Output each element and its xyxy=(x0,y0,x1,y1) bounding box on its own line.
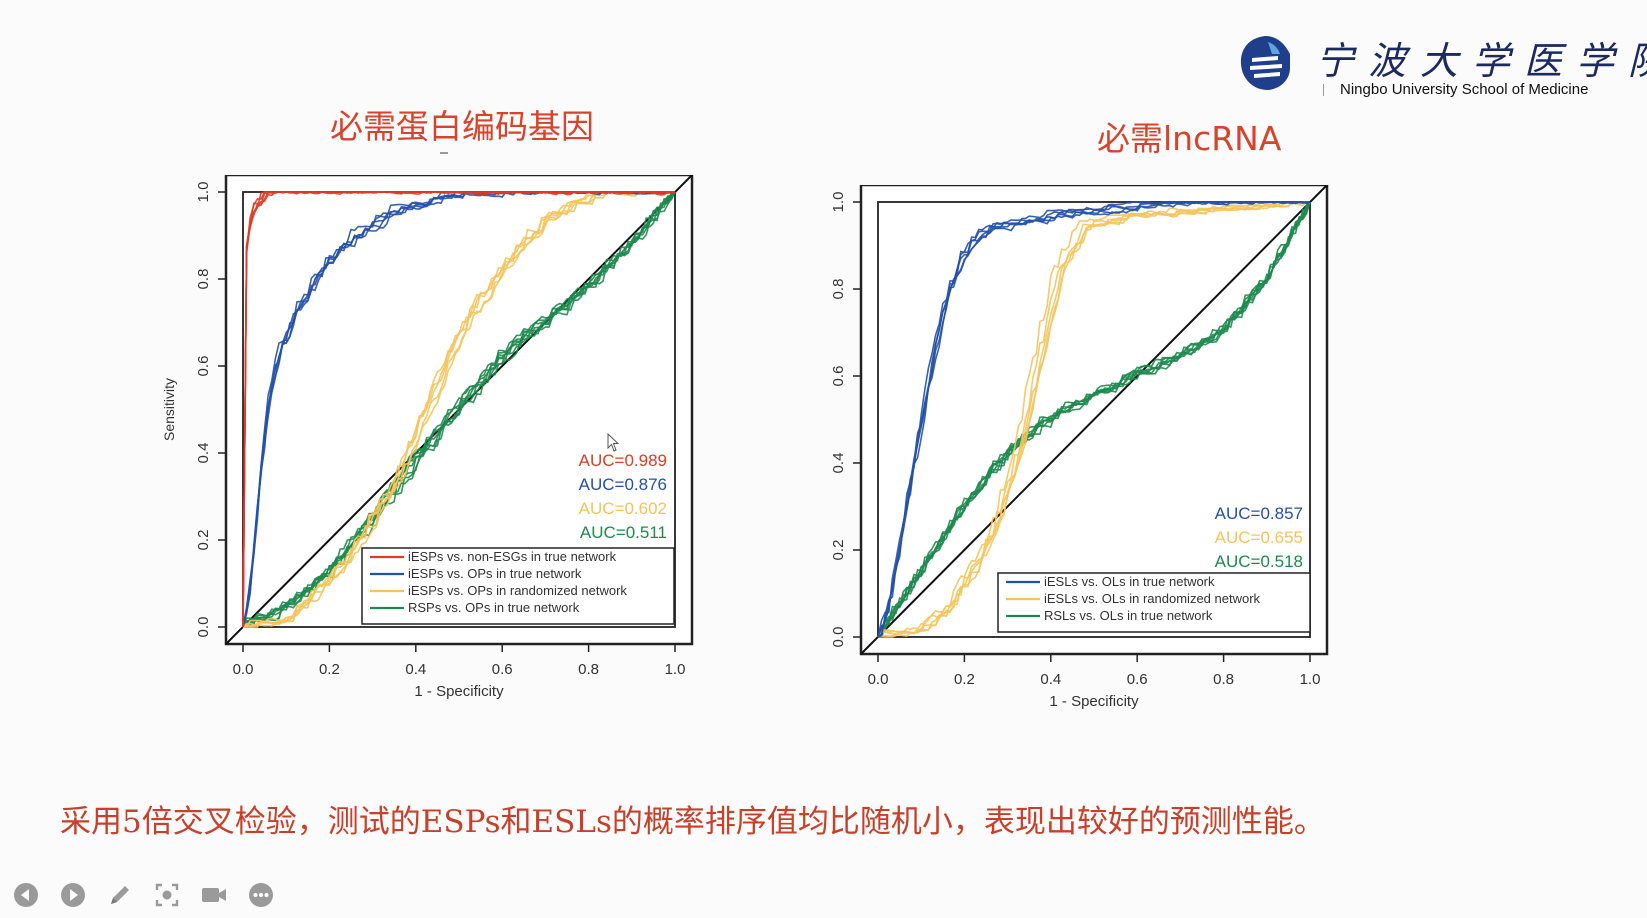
auc-label: AUC=0.857 xyxy=(1215,504,1303,523)
roc-curve xyxy=(877,201,1311,638)
x-tick-label: 0.8 xyxy=(578,661,599,678)
y-tick-label: 0.8 xyxy=(195,269,212,290)
logo-chinese-name: 宁波大学医学院 xyxy=(1316,39,1647,83)
x-tick-label: 0.2 xyxy=(954,671,975,688)
auc-label: AUC=0.602 xyxy=(579,499,667,518)
x-tick-label: 0.6 xyxy=(492,661,513,678)
camera-icon[interactable] xyxy=(198,879,230,911)
roc-chart-lncrna: 0.0 0.2 0.4 0.6 0.8 1.0 0.0 0.2 0.4 0.6 0.8 1.0 1 - … xyxy=(830,185,1329,710)
auc-label: AUC=0.655 xyxy=(1215,528,1303,547)
x-axis-label: 1 - Specificity xyxy=(1049,693,1139,710)
legend: iESLs vs. OLs in true network iESLs vs. O… xyxy=(997,572,1311,633)
legend-box xyxy=(997,572,1311,633)
x-tick-label: 0.4 xyxy=(405,661,426,678)
legend-entry: iESPs vs. OPs in true network xyxy=(408,566,582,581)
pen-icon[interactable] xyxy=(104,879,136,911)
roc-curve xyxy=(242,191,675,628)
plot-area xyxy=(877,201,1311,638)
x-tick-label: 0.0 xyxy=(868,671,889,688)
y-tick-label: 0.2 xyxy=(830,540,847,561)
legend-entry: iESLs vs. OLs in randomized network xyxy=(1044,591,1261,606)
y-tick-label: 0.8 xyxy=(830,279,847,300)
legend: iESPs vs. non-ESGs in true network iESPs … xyxy=(361,547,675,625)
x-tick-label: 0.2 xyxy=(319,661,340,678)
auc-label: AUC=0.989 xyxy=(579,451,667,470)
y-tick-label: 0.0 xyxy=(830,627,847,648)
legend-entry: iESPs vs. non-ESGs in true network xyxy=(408,549,617,564)
x-axis-label: 1 - Specificity xyxy=(414,683,504,700)
y-tick-label: 0.0 xyxy=(195,617,212,638)
y-tick-label: 0.6 xyxy=(830,366,847,387)
title-dash xyxy=(440,152,448,154)
roc-curve xyxy=(877,201,1310,638)
logo-divider xyxy=(1323,84,1324,96)
y-axis-label: Sensitivity xyxy=(161,378,177,441)
more-icon[interactable] xyxy=(245,879,277,911)
x-tick-label: 1.0 xyxy=(665,661,686,678)
y-tick-label: 0.4 xyxy=(830,453,847,474)
y-tick-label: 1.0 xyxy=(195,182,212,203)
chart-title-left: 必需蛋白编码基因 xyxy=(330,107,594,146)
legend-entry: iESPs vs. OPs in randomized network xyxy=(408,583,627,598)
screenshot-icon[interactable] xyxy=(151,879,183,911)
presentation-toolbar xyxy=(10,879,277,911)
legend-entry: RSPs vs. OPs in true network xyxy=(408,600,580,615)
prev-icon[interactable] xyxy=(10,879,42,911)
x-tick-label: 0.6 xyxy=(1127,671,1148,688)
auc-label: AUC=0.518 xyxy=(1215,552,1303,571)
y-tick-label: 1.0 xyxy=(830,192,847,213)
ningbo-university-emblem-icon xyxy=(1238,34,1292,92)
roc-curve xyxy=(243,191,675,628)
legend-entry: iESLs vs. OLs in true network xyxy=(1044,574,1215,589)
roc-curve xyxy=(243,191,675,628)
chance-diagonal xyxy=(860,185,1328,655)
logo-english-name: Ningbo University School of Medicine xyxy=(1340,81,1589,98)
slide-caption: 采用5倍交叉检验，测试的ESPs和ESLs的概率排序值均比随机小，表现出较好的预… xyxy=(60,804,1325,840)
roc-curve xyxy=(877,201,1310,638)
x-tick-label: 0.4 xyxy=(1040,671,1061,688)
y-tick-label: 0.2 xyxy=(195,530,212,551)
chart-title-right: 必需lncRNA xyxy=(1097,119,1282,158)
roc-chart-protein-coding: 0.0 0.2 0.4 0.6 0.8 1.0 0.0 0.2 0.4 0.6 0.8 1.0 1 - … xyxy=(161,175,694,700)
play-icon[interactable] xyxy=(57,879,89,911)
legend-entry: RSLs vs. OLs in true network xyxy=(1044,608,1213,623)
roc-curve xyxy=(877,201,1311,638)
x-tick-label: 0.8 xyxy=(1213,671,1234,688)
x-tick-label: 0.0 xyxy=(233,661,254,678)
auc-label: AUC=0.876 xyxy=(579,475,667,494)
x-tick-label: 1.0 xyxy=(1300,671,1321,688)
legend-box xyxy=(361,547,675,625)
roc-curve xyxy=(243,191,676,628)
y-tick-label: 0.6 xyxy=(195,356,212,377)
y-tick-label: 0.4 xyxy=(195,443,212,464)
mouse-cursor-icon xyxy=(607,432,621,457)
roc-curve xyxy=(243,191,676,628)
auc-label: AUC=0.511 xyxy=(580,523,667,542)
